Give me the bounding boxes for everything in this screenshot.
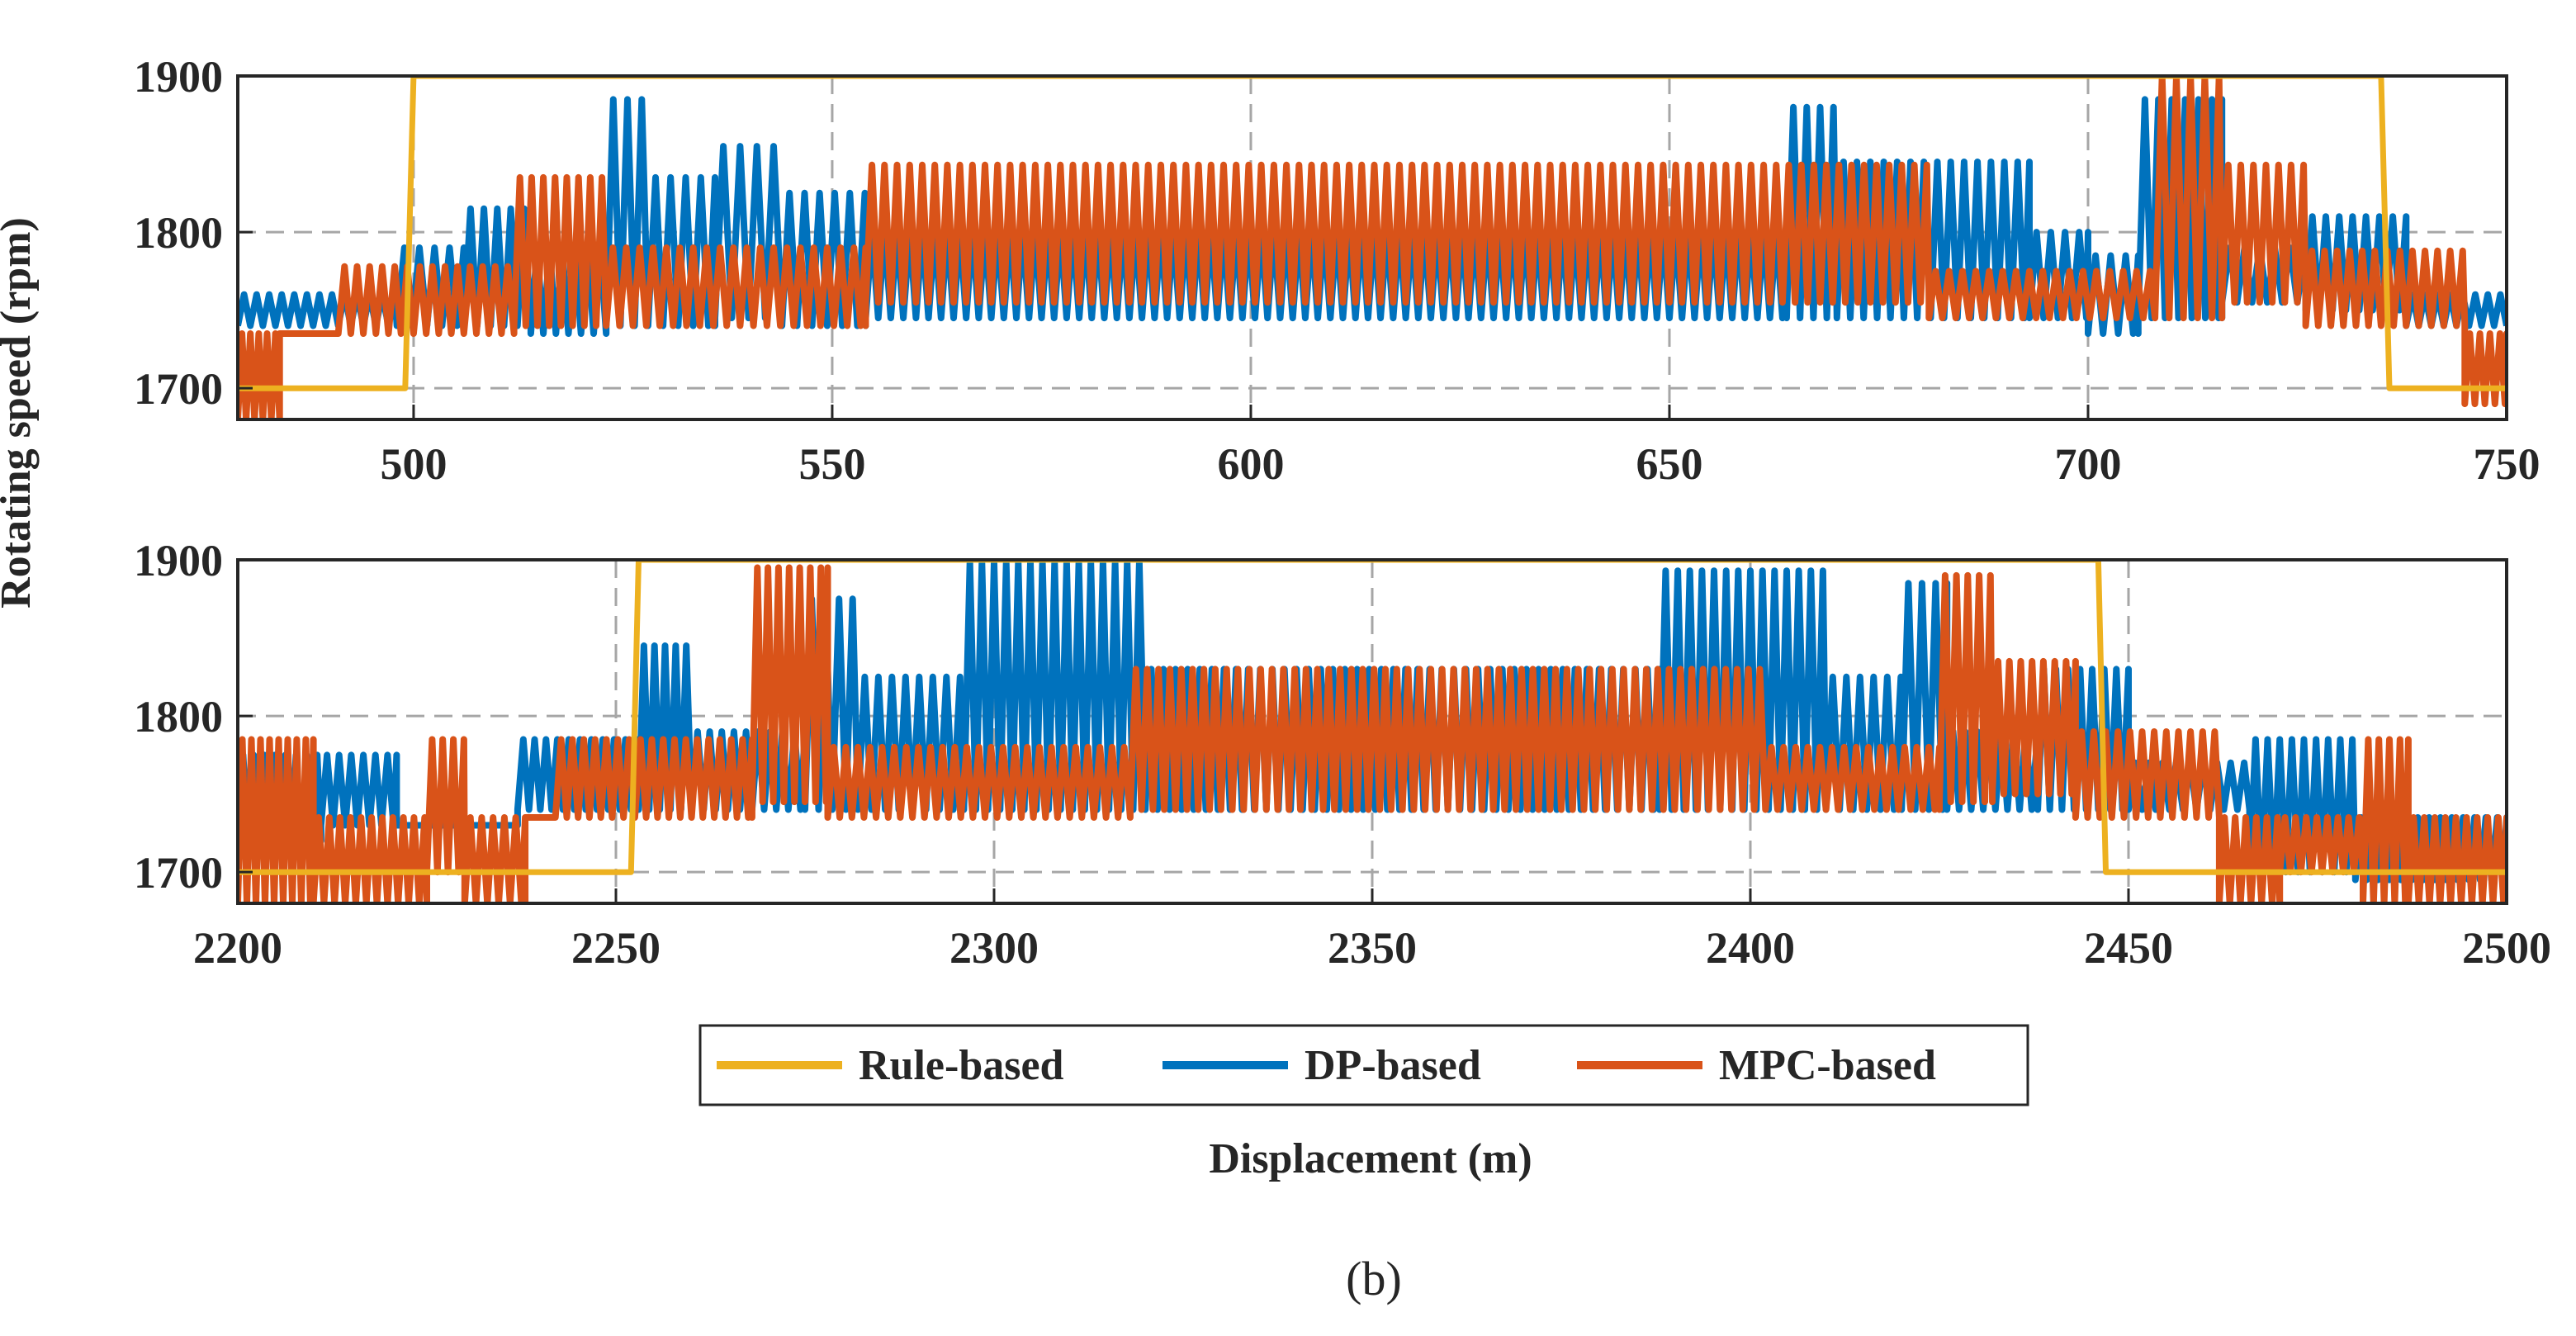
- top-ytick-label-1700: 1700: [134, 364, 223, 414]
- top-xtick-label-650: 650: [1636, 439, 1702, 489]
- top-ytick-label-1800: 1800: [134, 208, 223, 258]
- bottom-xtick-label-2300: 2300: [949, 923, 1039, 973]
- top-series-dp-based: [238, 96, 2507, 337]
- legend-label-mpc-based: MPC-based: [1719, 1042, 1936, 1089]
- legend-label-rule-based: Rule-based: [859, 1042, 1064, 1089]
- top-xtick-label-700: 700: [2054, 439, 2121, 489]
- top-xtick-label-550: 550: [798, 439, 865, 489]
- top-xtick-label-500: 500: [380, 439, 447, 489]
- bottom-xtick-label-2500: 2500: [2462, 923, 2551, 973]
- top-xtick-label-750: 750: [2474, 439, 2540, 489]
- bottom-xtick-label-2200: 2200: [193, 923, 282, 973]
- top-xtick-label-600: 600: [1217, 439, 1284, 489]
- bottom-xtick-label-2250: 2250: [571, 923, 661, 973]
- bottom-series-dp-based: [238, 560, 2507, 884]
- top-ytick-label-1900: 1900: [134, 52, 223, 102]
- bottom-speed-panel: 2200 2250 2300 2350 2400 2450 2500 1700 1800 1900: [134, 536, 2551, 973]
- y-axis-title: Rotating speed (rpm): [0, 217, 40, 609]
- legend: Rule-based DP-based MPC-based: [698, 1024, 2029, 1106]
- top-series-mpc-based: [238, 76, 2507, 419]
- legend-box: [698, 1024, 2029, 1106]
- bottom-xtick-label-2450: 2450: [2084, 923, 2173, 973]
- bottom-ytick-label-1700: 1700: [134, 848, 223, 898]
- bottom-xtick-label-2400: 2400: [1706, 923, 1795, 973]
- top-speed-panel: 500 550 600 650 700 750 1700 1800 1900: [134, 52, 2540, 489]
- figure-caption: (b): [1346, 1252, 1402, 1305]
- bottom-series-mpc-based: [238, 564, 2507, 903]
- top-axes-box: [236, 74, 2508, 421]
- top-series-rule-based: [238, 76, 2507, 391]
- bottom-xtick-label-2350: 2350: [1328, 923, 1417, 973]
- x-axis-title: Displacement (m): [1209, 1135, 1532, 1182]
- bottom-series-rule-based: [238, 560, 2507, 875]
- legend-label-dp-based: DP-based: [1305, 1042, 1481, 1089]
- bottom-ytick-label-1900: 1900: [134, 536, 223, 585]
- bottom-ytick-label-1800: 1800: [134, 692, 223, 741]
